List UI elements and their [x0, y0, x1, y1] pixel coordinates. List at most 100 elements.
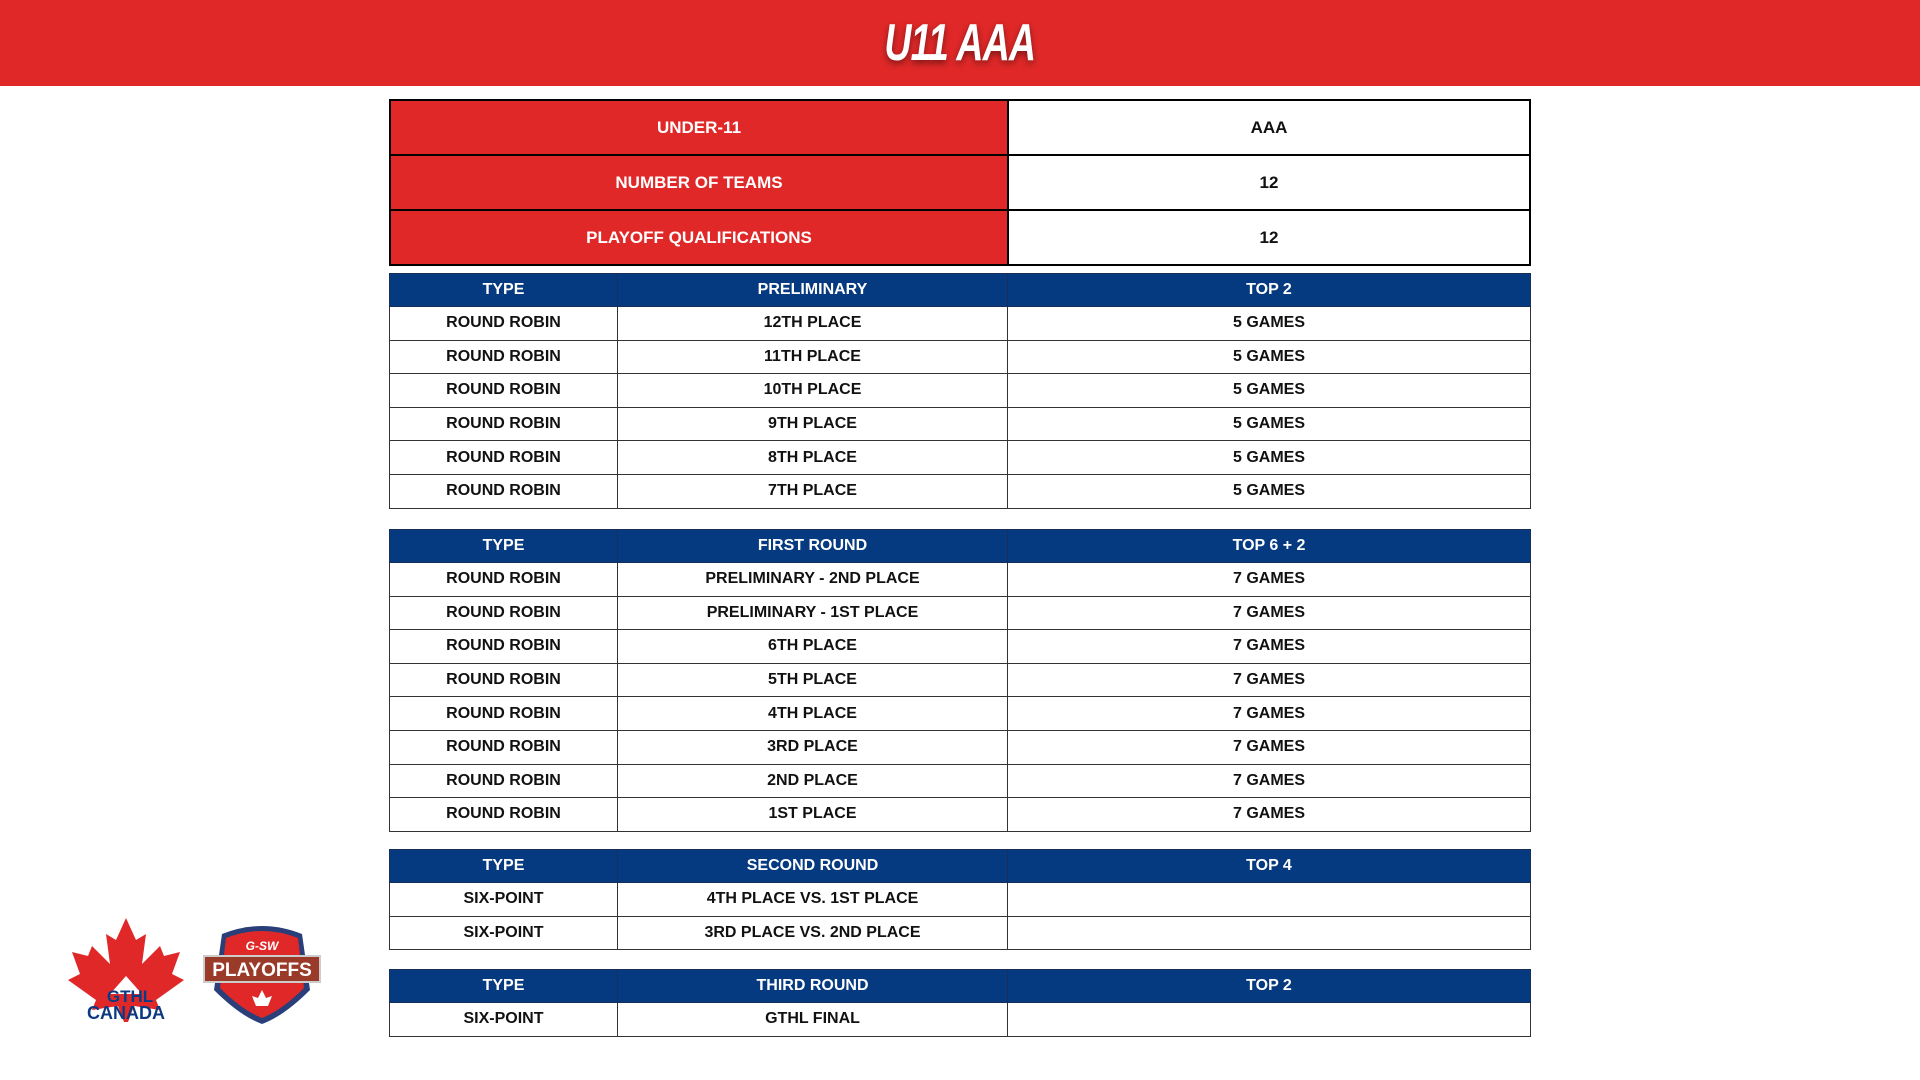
- table-cell: 7 GAMES: [1007, 729, 1531, 765]
- table-cell: ROUND ROBIN: [389, 306, 618, 341]
- title-banner: U11 AAA: [0, 0, 1920, 86]
- header-row: TYPE PRELIMINARY TOP 2: [389, 273, 1531, 307]
- table-row: ROUND ROBIN 5TH PLACE 7 GAMES: [389, 662, 1531, 698]
- table-cell: 9TH PLACE: [617, 406, 1008, 442]
- table-cell: ROUND ROBIN: [389, 696, 618, 731]
- table-cell: 5 GAMES: [1007, 339, 1531, 375]
- summary-value: 12: [1007, 154, 1531, 211]
- playoffs-logo: G-SW PLAYOFFS: [203, 926, 321, 1024]
- svg-text:G-SW: G-SW: [246, 939, 280, 953]
- third-round-table: TYPE THIRD ROUND TOP 2 SIX-POINT GTHL FINAL: [389, 969, 1531, 1037]
- table-cell: 10TH PLACE: [617, 373, 1008, 408]
- table-cell: 5 GAMES: [1007, 440, 1531, 475]
- table-cell: ROUND ROBIN: [389, 595, 618, 631]
- table-cell: 3RD PLACE VS. 2ND PLACE: [617, 915, 1008, 951]
- column-header: TYPE: [389, 529, 618, 563]
- summary-label: PLAYOFF QUALIFICATIONS: [389, 209, 1009, 266]
- column-header: PRELIMINARY: [617, 273, 1008, 307]
- summary-label: UNDER-11: [389, 99, 1009, 156]
- column-header: TOP 2: [1007, 273, 1531, 307]
- table-cell: [1007, 1002, 1531, 1037]
- column-header: TOP 6 + 2: [1007, 529, 1531, 563]
- table-cell: ROUND ROBIN: [389, 373, 618, 408]
- table-cell: ROUND ROBIN: [389, 797, 618, 832]
- column-header: TOP 4: [1007, 849, 1531, 883]
- table-cell: 7 GAMES: [1007, 797, 1531, 832]
- table-cell: [1007, 915, 1531, 951]
- summary-value: 12: [1007, 209, 1531, 266]
- table-row: ROUND ROBIN PRELIMINARY - 2ND PLACE 7 GAME…: [389, 562, 1531, 597]
- table-cell: 5 GAMES: [1007, 473, 1531, 509]
- table-cell: 4TH PLACE: [617, 696, 1008, 731]
- header-row: TYPE FIRST ROUND TOP 6 + 2: [389, 529, 1531, 563]
- table-row: ROUND ROBIN 1ST PLACE 7 GAMES: [389, 797, 1531, 832]
- table-cell: PRELIMINARY - 1ST PLACE: [617, 595, 1008, 631]
- table-cell: ROUND ROBIN: [389, 406, 618, 442]
- table-row: ROUND ROBIN 2ND PLACE 7 GAMES: [389, 763, 1531, 799]
- table-row: ROUND ROBIN 7TH PLACE 5 GAMES: [389, 473, 1531, 509]
- column-header: TYPE: [389, 273, 618, 307]
- table-cell: 1ST PLACE: [617, 797, 1008, 832]
- table-row: SIX-POINT GTHL FINAL: [389, 1002, 1531, 1037]
- table-cell: 7 GAMES: [1007, 662, 1531, 698]
- column-header: FIRST ROUND: [617, 529, 1008, 563]
- table-cell: 7 GAMES: [1007, 629, 1531, 664]
- table-cell: PRELIMINARY - 2ND PLACE: [617, 562, 1008, 597]
- column-header: TOP 2: [1007, 969, 1531, 1003]
- second-round-table: TYPE SECOND ROUND TOP 4 SIX-POINT 4TH PLACE …: [389, 849, 1531, 951]
- table-cell: 7 GAMES: [1007, 696, 1531, 731]
- table-cell: 4TH PLACE VS. 1ST PLACE: [617, 882, 1008, 917]
- table-cell: 2ND PLACE: [617, 763, 1008, 799]
- table-row: ROUND ROBIN PRELIMINARY - 1ST PLACE 7 GAME…: [389, 595, 1531, 631]
- summary-label: NUMBER OF TEAMS: [389, 154, 1009, 211]
- column-header: TYPE: [389, 969, 618, 1003]
- table-cell: 11TH PLACE: [617, 339, 1008, 375]
- table-cell: ROUND ROBIN: [389, 440, 618, 475]
- preliminary-table: TYPE PRELIMINARY TOP 2 ROUND ROBIN 12TH PLAC…: [389, 273, 1531, 509]
- table-cell: 6TH PLACE: [617, 629, 1008, 664]
- table-row: ROUND ROBIN 10TH PLACE 5 GAMES: [389, 373, 1531, 408]
- column-header: SECOND ROUND: [617, 849, 1008, 883]
- table-row: SIX-POINT 3RD PLACE VS. 2ND PLACE: [389, 915, 1531, 951]
- table-cell: ROUND ROBIN: [389, 662, 618, 698]
- table-row: ROUND ROBIN 8TH PLACE 5 GAMES: [389, 440, 1531, 475]
- table-cell: GTHL FINAL: [617, 1002, 1008, 1037]
- summary-row: PLAYOFF QUALIFICATIONS 12: [389, 209, 1531, 266]
- summary-value: AAA: [1007, 99, 1531, 156]
- table-cell: 5TH PLACE: [617, 662, 1008, 698]
- table-cell: 5 GAMES: [1007, 306, 1531, 341]
- table-row: ROUND ROBIN 6TH PLACE 7 GAMES: [389, 629, 1531, 664]
- table-cell: [1007, 882, 1531, 917]
- table-cell: 7 GAMES: [1007, 763, 1531, 799]
- header-row: TYPE THIRD ROUND TOP 2: [389, 969, 1531, 1003]
- table-cell: ROUND ROBIN: [389, 562, 618, 597]
- table-cell: ROUND ROBIN: [389, 339, 618, 375]
- gthl-canada-logo: GTHL CANADA: [68, 918, 184, 1022]
- table-cell: ROUND ROBIN: [389, 729, 618, 765]
- table-row: ROUND ROBIN 12TH PLACE 5 GAMES: [389, 306, 1531, 341]
- table-cell: SIX-POINT: [389, 915, 618, 951]
- table-row: ROUND ROBIN 3RD PLACE 7 GAMES: [389, 729, 1531, 765]
- summary-row: UNDER-11 AAA: [389, 99, 1531, 156]
- gthl-text: GTHL: [107, 987, 153, 1006]
- column-header: TYPE: [389, 849, 618, 883]
- table-row: ROUND ROBIN 11TH PLACE 5 GAMES: [389, 339, 1531, 375]
- summary-table: UNDER-11 AAA NUMBER OF TEAMS 12 PLAYOFF QUAL…: [389, 99, 1531, 266]
- table-cell: 7 GAMES: [1007, 595, 1531, 631]
- table-cell: 3RD PLACE: [617, 729, 1008, 765]
- table-cell: 7TH PLACE: [617, 473, 1008, 509]
- first-round-table: TYPE FIRST ROUND TOP 6 + 2 ROUND ROBIN PRELI…: [389, 529, 1531, 832]
- table-cell: 8TH PLACE: [617, 440, 1008, 475]
- table-cell: SIX-POINT: [389, 1002, 618, 1037]
- table-cell: SIX-POINT: [389, 882, 618, 917]
- table-cell: ROUND ROBIN: [389, 473, 618, 509]
- table-cell: 7 GAMES: [1007, 562, 1531, 597]
- table-cell: ROUND ROBIN: [389, 763, 618, 799]
- svg-text:PLAYOFFS: PLAYOFFS: [212, 960, 312, 981]
- header-row: TYPE SECOND ROUND TOP 4: [389, 849, 1531, 883]
- table-row: SIX-POINT 4TH PLACE VS. 1ST PLACE: [389, 882, 1531, 917]
- page-title: U11 AAA: [884, 14, 1037, 72]
- summary-row: NUMBER OF TEAMS 12: [389, 154, 1531, 211]
- table-row: ROUND ROBIN 9TH PLACE 5 GAMES: [389, 406, 1531, 442]
- table-cell: ROUND ROBIN: [389, 629, 618, 664]
